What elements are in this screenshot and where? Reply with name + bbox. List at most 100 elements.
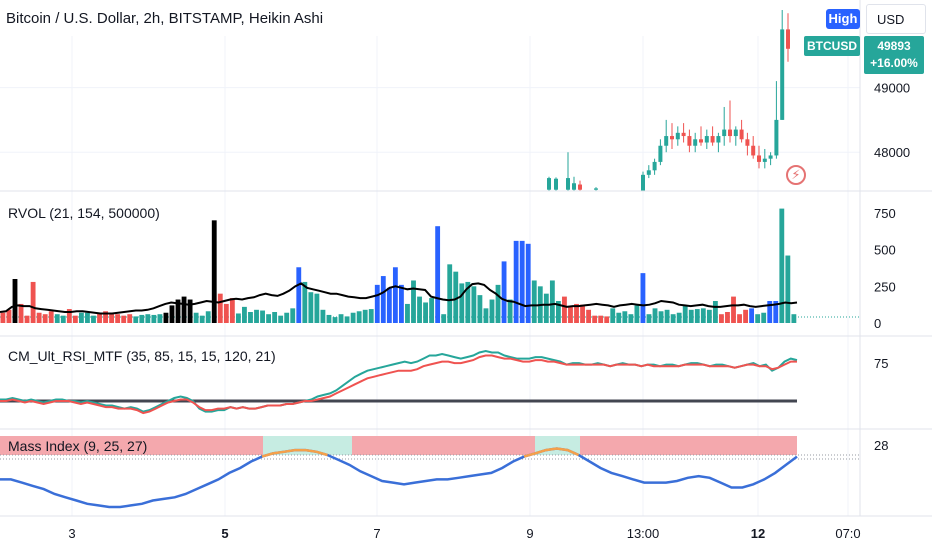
- rvol-bar: [54, 314, 60, 323]
- rvol-bar: [78, 312, 84, 323]
- rvol-bar: [24, 315, 30, 323]
- mass-band: [352, 436, 535, 455]
- rvol-tick: 0: [874, 316, 881, 331]
- candle-body: [681, 132, 686, 137]
- rvol-bar: [652, 308, 658, 323]
- x-tick-label: 3: [68, 526, 75, 541]
- rvol-bar: [308, 292, 314, 323]
- rvol-bar: [604, 316, 610, 323]
- rvol-bar: [60, 315, 66, 323]
- rvol-bar: [725, 312, 730, 323]
- rvol-tick: 750: [874, 206, 896, 221]
- rvol-bar: [254, 309, 259, 323]
- rvol-bar: [332, 317, 338, 323]
- price-tick: 49000: [874, 81, 910, 96]
- candle-body: [786, 29, 790, 49]
- mass-index-line: [0, 447, 798, 509]
- last-price-change: +16.00%: [870, 56, 918, 70]
- rvol-bar: [290, 308, 296, 323]
- rvol-bar: [386, 287, 392, 323]
- rvol-bar: [773, 301, 779, 323]
- rvol-bar: [18, 303, 24, 323]
- rvol-bar: [779, 208, 785, 323]
- candle-body: [664, 136, 669, 146]
- rvol-bar: [453, 271, 459, 323]
- rvol-bar: [30, 281, 36, 323]
- rvol-bar: [543, 293, 549, 323]
- rvol-bar: [664, 309, 670, 323]
- rvol-bar: [549, 280, 555, 323]
- candle-body: [646, 170, 651, 175]
- x-tick-label: 07:0: [835, 526, 860, 541]
- x-tick-label: 5: [221, 526, 228, 541]
- rvol-bar: [362, 309, 368, 323]
- rvol-bar: [489, 299, 495, 323]
- candle-body: [751, 145, 756, 156]
- x-tick-label: 9: [526, 526, 533, 541]
- rvol-bar: [326, 314, 332, 323]
- rvol-bar: [211, 220, 217, 323]
- rvol-bar: [205, 311, 211, 323]
- rvol-bar: [483, 308, 489, 323]
- rvol-bar: [417, 296, 422, 323]
- rvol-bar: [235, 313, 241, 323]
- mass-hot-segment: [261, 448, 328, 458]
- rvol-bar: [320, 309, 326, 323]
- candle-body: [578, 184, 582, 190]
- rvol-bar: [12, 279, 18, 323]
- rvol-bar: [761, 312, 767, 323]
- rvol-bar: [284, 312, 290, 323]
- mass-band: [580, 436, 797, 455]
- mass-index-pane[interactable]: [0, 436, 860, 509]
- rvol-bar: [767, 301, 773, 323]
- rvol-bar: [266, 314, 272, 323]
- price-tick: 48000: [874, 145, 910, 160]
- rvol-bar: [471, 286, 477, 323]
- rvol-bar: [127, 314, 133, 323]
- alert-icon[interactable]: ⚡︎: [786, 165, 806, 185]
- currency-button[interactable]: USD: [866, 4, 926, 34]
- symbol-tag: BTCUSD: [804, 36, 860, 56]
- pane-separators[interactable]: [0, 0, 932, 517]
- rvol-tick: 250: [874, 279, 896, 294]
- last-price-tag: 49893 +16.00%: [864, 36, 924, 74]
- rsi-pane[interactable]: [0, 349, 798, 415]
- candle-body: [774, 119, 779, 156]
- candle-body: [733, 129, 738, 137]
- rvol-bar: [622, 311, 628, 323]
- rvol-bar: [658, 311, 664, 323]
- candle-body: [710, 136, 715, 143]
- rvol-bar: [646, 314, 652, 323]
- candle-body: [728, 129, 732, 137]
- rvol-bar: [700, 308, 706, 323]
- rvol-bar: [229, 298, 235, 323]
- rvol-pane[interactable]: [0, 208, 860, 323]
- rsi-slow-line: [0, 354, 797, 415]
- rvol-bar: [411, 280, 416, 323]
- candle-body: [670, 136, 674, 140]
- candle-body: [566, 178, 570, 190]
- rvol-bar: [459, 283, 465, 323]
- high-button[interactable]: High: [826, 9, 860, 29]
- rvol-bar: [350, 312, 356, 323]
- rvol-bar: [525, 243, 531, 323]
- mass-hot-segment: [523, 447, 580, 458]
- rvol-bar: [157, 314, 163, 323]
- x-tick-label: 13:00: [627, 526, 660, 541]
- rvol-bar: [580, 304, 585, 323]
- rvol-bar: [531, 280, 537, 323]
- rvol-bar: [423, 302, 428, 323]
- rvol-bar: [133, 316, 139, 323]
- candle-body: [745, 139, 750, 146]
- rvol-bar: [562, 296, 567, 323]
- rvol-bar: [610, 308, 616, 323]
- rvol-bar: [694, 309, 700, 323]
- chart-title: Bitcoin / U.S. Dollar, 2h, BITSTAMP, Hei…: [6, 10, 324, 27]
- rvol-bar: [616, 312, 622, 323]
- rvol-bar: [477, 295, 483, 323]
- rvol-bar: [495, 284, 501, 323]
- x-tick-label: 7: [373, 526, 380, 541]
- price-pane[interactable]: [547, 10, 790, 191]
